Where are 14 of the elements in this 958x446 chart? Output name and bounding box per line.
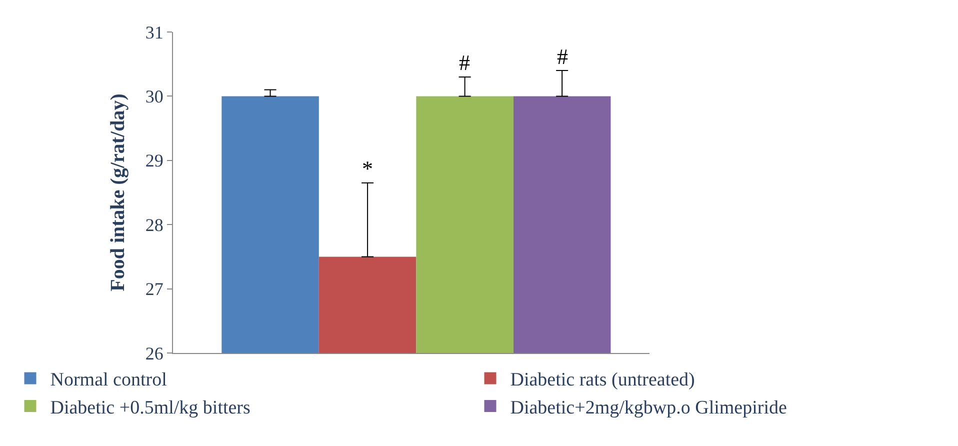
- legend-label: Normal control: [50, 370, 167, 391]
- y-tick-label: 27: [145, 279, 164, 300]
- annotation: #: [459, 50, 470, 75]
- y-tick-label: 28: [145, 214, 164, 235]
- y-tick-label: 31: [145, 22, 164, 42]
- y-tick-label: 29: [145, 150, 164, 171]
- annotation: #: [557, 44, 568, 69]
- y-tick-label: 30: [145, 86, 164, 106]
- legend-label: Diabetic +0.5ml/kg bitters: [50, 397, 250, 418]
- legend-label: Diabetic+2mg/kgbwp.o Glimepiride: [510, 397, 787, 418]
- y-tick-label: 26: [145, 343, 164, 364]
- annotation: *: [362, 156, 373, 181]
- legend-label: Diabetic rats (untreated): [510, 370, 695, 391]
- y-axis-title: Food intake (g/rat/day): [106, 94, 129, 292]
